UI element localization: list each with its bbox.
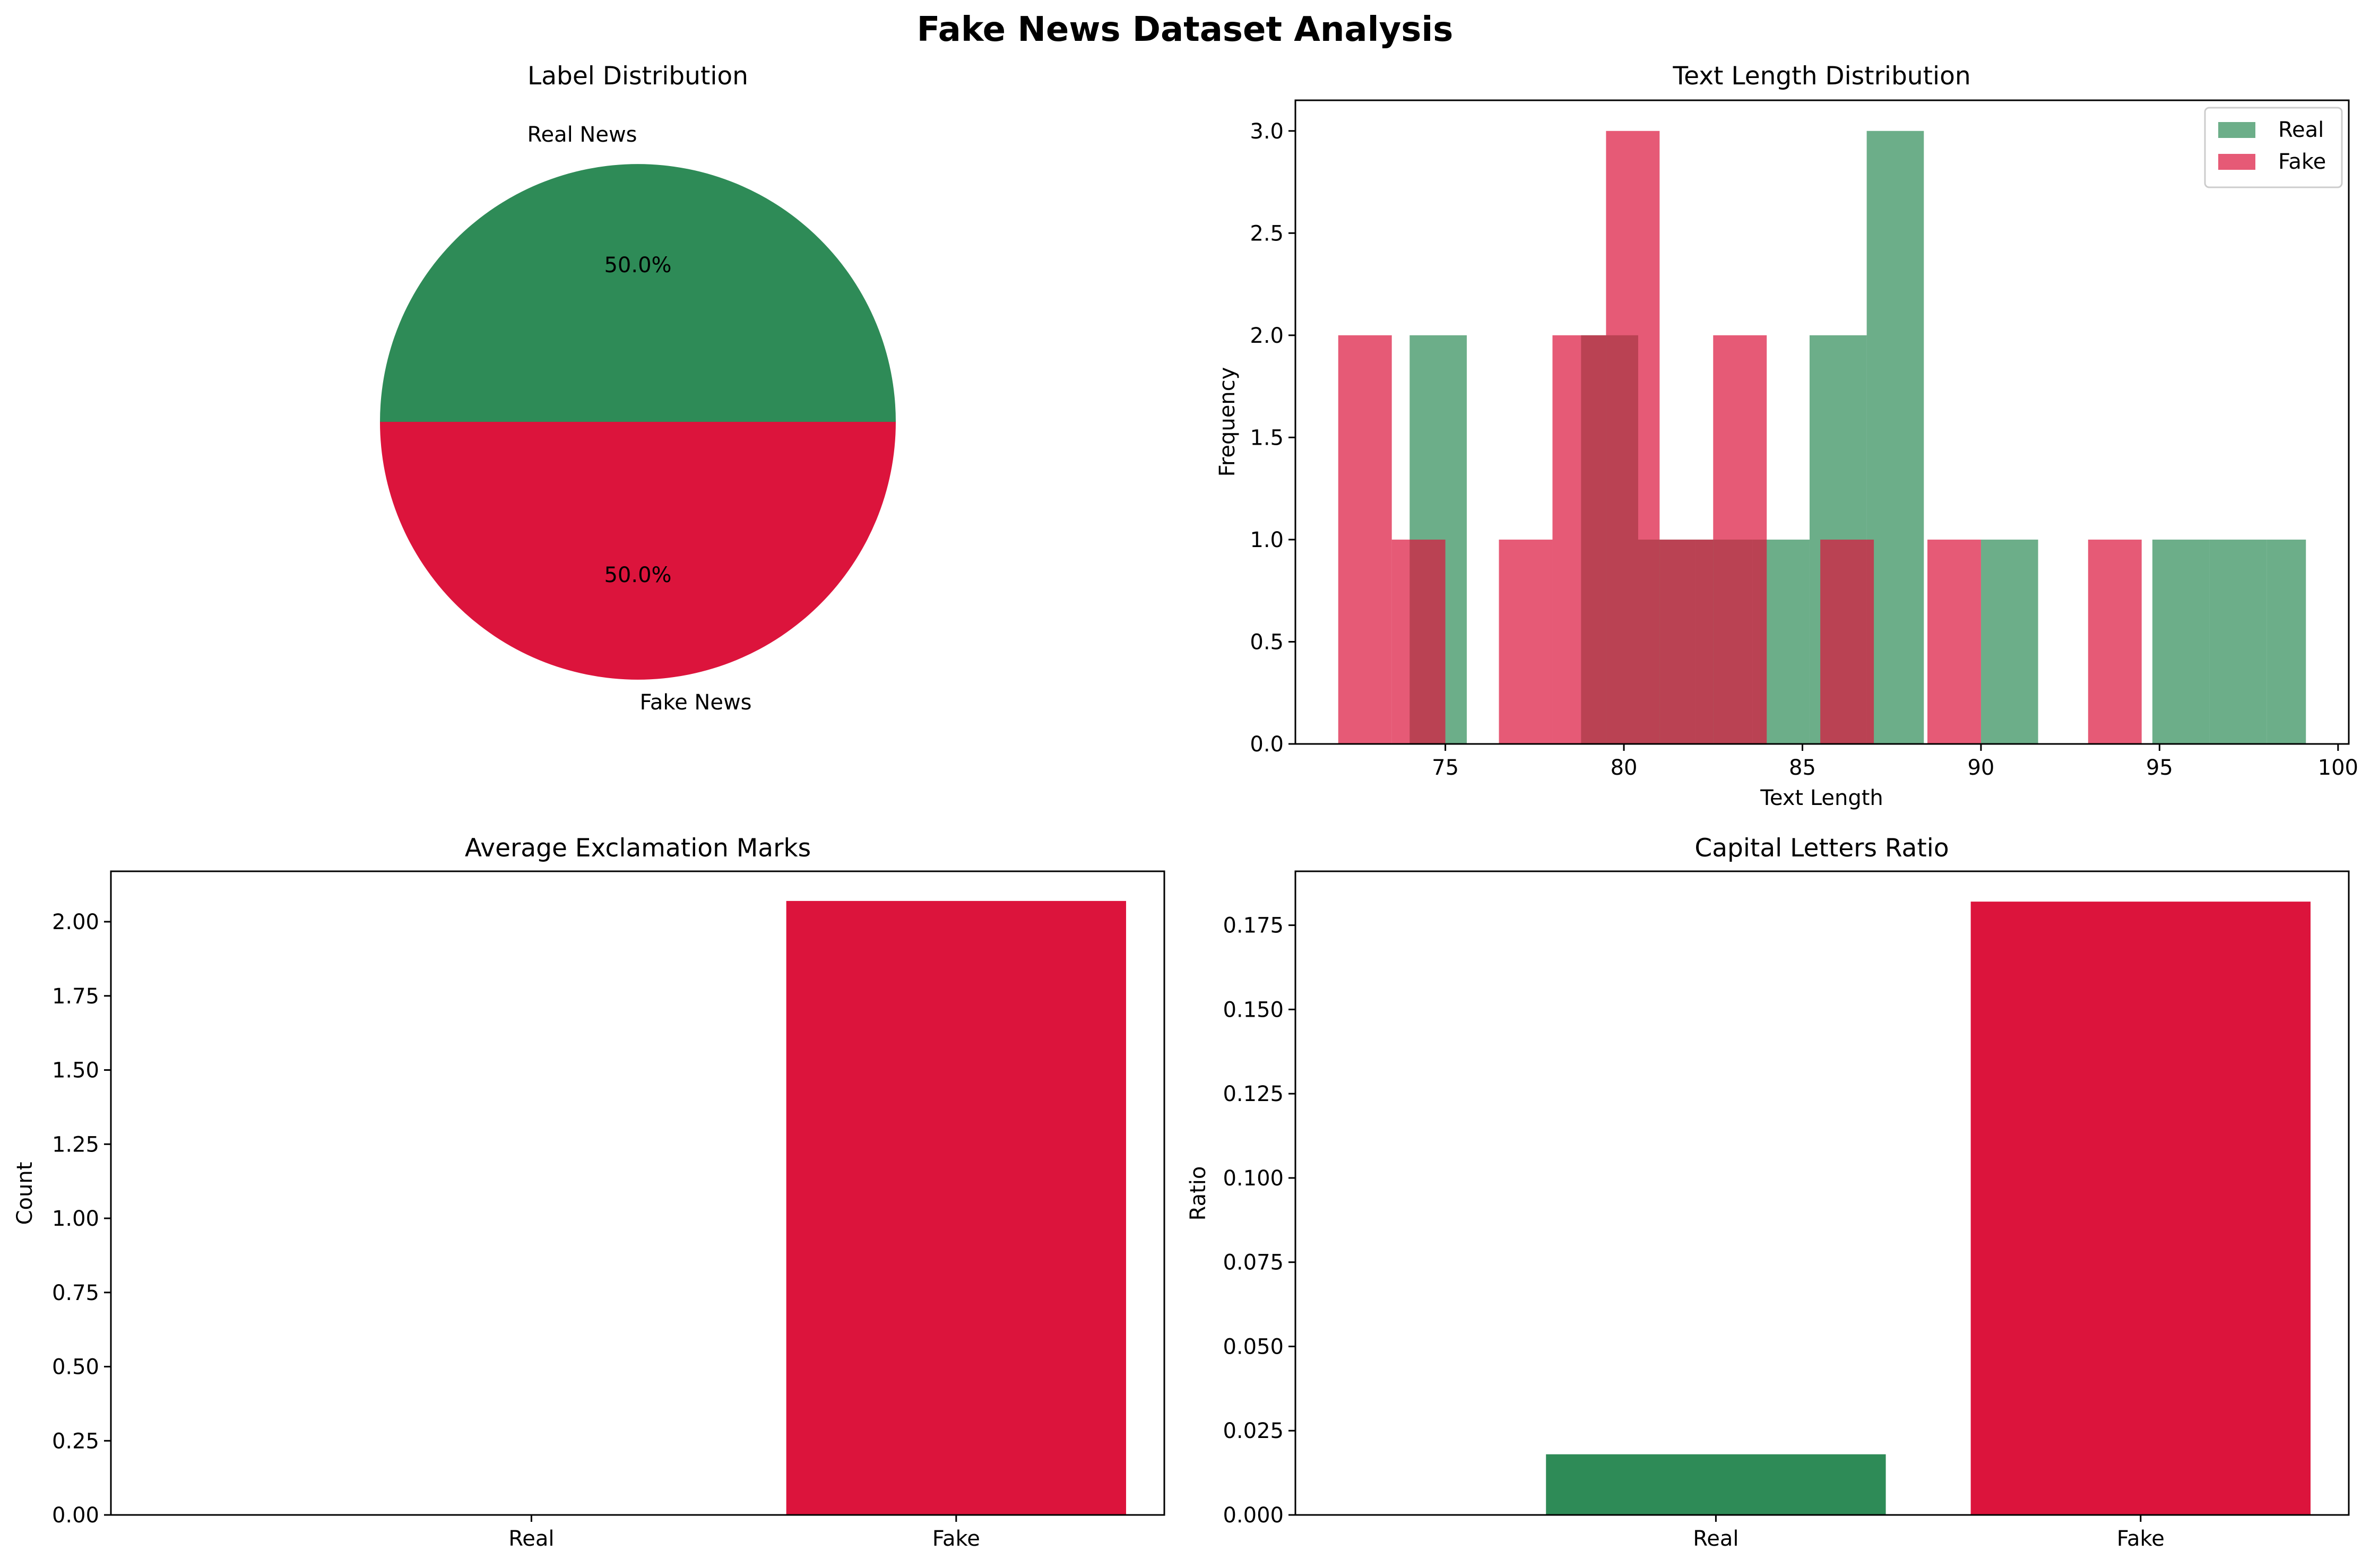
hist-frame — [1294, 99, 2350, 745]
hist-xtick-label: 95 — [2146, 756, 2173, 780]
pie-chart-label-distribution: Label Distribution Real News Fake News 5… — [380, 62, 896, 715]
hist-bar-fake-9 — [1820, 539, 1874, 744]
excl-ytick-label: 0.50 — [52, 1355, 99, 1380]
pie-pct-real: 50.0% — [604, 253, 671, 278]
cap-bar-real — [1546, 1454, 1886, 1515]
excl-ytick-label: 0.25 — [52, 1429, 99, 1453]
excl-ytick-label: 1.00 — [52, 1207, 99, 1231]
bar-chart-capital-ratio: Capital Letters Ratio Real Fake 0.000 0.025… — [1186, 834, 2350, 1551]
legend-swatch-real — [2218, 122, 2255, 138]
pie-pct-fake: 50.0% — [604, 563, 671, 587]
excl-ytick-label: 2.00 — [52, 910, 99, 934]
hist-ytick-label: 2.0 — [1250, 324, 1284, 348]
hist-bar-fake-1 — [1391, 539, 1446, 744]
excl-ytick-label: 0.75 — [52, 1281, 99, 1305]
cap-ytick-label: 0.175 — [1223, 914, 1284, 938]
hist-xtick-label: 85 — [1789, 756, 1816, 780]
hist-legend: Real Fake — [2204, 107, 2343, 188]
excl-frame — [110, 870, 1165, 1516]
hist-bar-real-14 — [2209, 539, 2267, 744]
hist-title: Text Length Distribution — [1672, 62, 1970, 91]
hist-xlabel: Text Length — [1760, 786, 1883, 810]
hist-bar-real-15 — [2267, 539, 2306, 744]
hist-bar-fake-0 — [1338, 335, 1392, 744]
cap-frame — [1294, 870, 2350, 1516]
pie-label-real: Real News — [527, 123, 637, 147]
cap-xtick-label: Fake — [2117, 1527, 2165, 1551]
excl-ytick-label: 0.00 — [52, 1503, 99, 1528]
legend-label-fake: Fake — [2278, 150, 2326, 174]
excl-ytick-label: 1.50 — [52, 1059, 99, 1083]
hist-bar-fake-7 — [1713, 335, 1767, 744]
hist-bar-fake-11 — [1927, 539, 1981, 744]
hist-bar-fake-14 — [2088, 539, 2142, 744]
excl-ytick-label: 1.25 — [52, 1132, 99, 1157]
pie-slice-real-news — [380, 164, 896, 422]
excl-xtick-label: Real — [508, 1527, 554, 1551]
hist-xtick-label: 100 — [2318, 756, 2358, 780]
legend-swatch-fake — [2218, 154, 2255, 170]
hist-bar-fake-5 — [1606, 131, 1660, 744]
hist-bar-real-13 — [2152, 539, 2210, 744]
excl-xtick-label: Fake — [932, 1527, 980, 1551]
hist-bar-fake-3 — [1499, 539, 1553, 744]
hist-ytick-label: 2.5 — [1250, 221, 1284, 246]
hist-xtick-label: 80 — [1611, 756, 1638, 780]
hist-ytick-label: 0.0 — [1250, 732, 1284, 757]
bar-chart-exclamation-marks: Average Exclamation Marks Real Fake 0.00 0.… — [13, 834, 1165, 1551]
cap-ytick-label: 0.025 — [1223, 1419, 1284, 1443]
excl-ylabel: Count — [13, 1162, 37, 1225]
cap-ytick-label: 0.075 — [1223, 1251, 1284, 1275]
excl-bar-fake — [786, 900, 1126, 1515]
cap-ytick-label: 0.125 — [1223, 1082, 1284, 1106]
cap-ylabel: Ratio — [1186, 1166, 1210, 1221]
histogram-text-length: Text Length Distribution 75 80 85 90 95 100 0.… — [1215, 62, 2358, 810]
pie-title: Label Distribution — [527, 62, 748, 91]
cap-title: Capital Letters Ratio — [1694, 834, 1949, 863]
hist-ytick-label: 3.0 — [1250, 119, 1284, 144]
cap-ytick-label: 0.150 — [1223, 998, 1284, 1022]
hist-bar-real-8 — [1866, 131, 1924, 744]
figure-suptitle: Fake News Dataset Analysis — [917, 10, 1454, 49]
hist-xtick-label: 90 — [1967, 756, 1994, 780]
cap-ytick-label: 0.050 — [1223, 1335, 1284, 1359]
pie-label-fake: Fake News — [640, 690, 752, 715]
hist-ytick-label: 1.5 — [1250, 426, 1284, 450]
legend-label-real: Real — [2278, 118, 2324, 142]
cap-ytick-label: 0.100 — [1223, 1166, 1284, 1191]
cap-xtick-label: Real — [1693, 1527, 1738, 1551]
cap-ytick-label: 0.000 — [1223, 1503, 1284, 1528]
hist-ylabel: Frequency — [1215, 367, 1240, 477]
hist-bar-fake-6 — [1659, 539, 1714, 744]
excl-title: Average Exclamation Marks — [465, 834, 811, 863]
hist-xtick-label: 75 — [1432, 756, 1459, 780]
hist-ytick-label: 1.0 — [1250, 528, 1284, 552]
hist-bar-fake-4 — [1552, 335, 1606, 744]
hist-bar-real-10 — [1980, 539, 2038, 744]
cap-bar-fake — [1970, 902, 2311, 1515]
pie-slice-fake-news — [380, 422, 896, 680]
hist-ytick-label: 0.5 — [1250, 630, 1284, 654]
excl-ytick-label: 1.75 — [52, 984, 99, 1009]
